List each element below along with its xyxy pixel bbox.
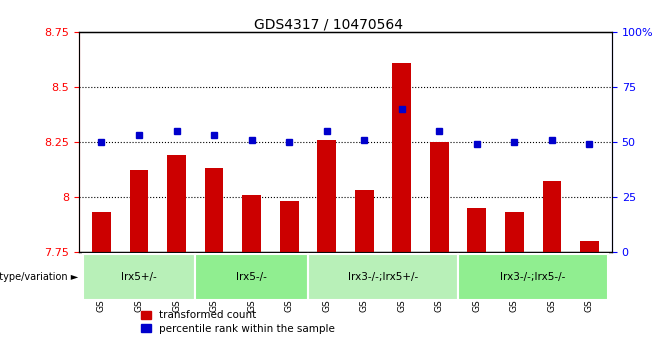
Legend: transformed count, percentile rank within the sample: transformed count, percentile rank withi… — [138, 307, 338, 337]
Bar — [205, 168, 224, 252]
Bar — [430, 142, 449, 252]
FancyBboxPatch shape — [458, 255, 608, 299]
Text: GDS4317 / 10470564: GDS4317 / 10470564 — [255, 18, 403, 32]
FancyBboxPatch shape — [83, 255, 195, 299]
Bar — [280, 201, 299, 252]
Bar — [317, 139, 336, 252]
Text: lrx5+/-: lrx5+/- — [121, 272, 157, 282]
Text: lrx3-/-;lrx5+/-: lrx3-/-;lrx5+/- — [348, 272, 418, 282]
Bar — [542, 182, 561, 252]
Text: genotype/variation ►: genotype/variation ► — [0, 272, 78, 282]
FancyBboxPatch shape — [308, 255, 458, 299]
Bar — [505, 212, 524, 252]
Text: lrx5-/-: lrx5-/- — [236, 272, 267, 282]
FancyBboxPatch shape — [195, 255, 308, 299]
Bar — [355, 190, 374, 252]
Text: lrx3-/-;lrx5-/-: lrx3-/-;lrx5-/- — [501, 272, 566, 282]
Bar — [130, 171, 149, 252]
Bar — [242, 195, 261, 252]
Bar — [92, 212, 111, 252]
Bar — [467, 208, 486, 252]
Bar — [167, 155, 186, 252]
Bar — [392, 63, 411, 252]
Bar — [580, 241, 599, 252]
